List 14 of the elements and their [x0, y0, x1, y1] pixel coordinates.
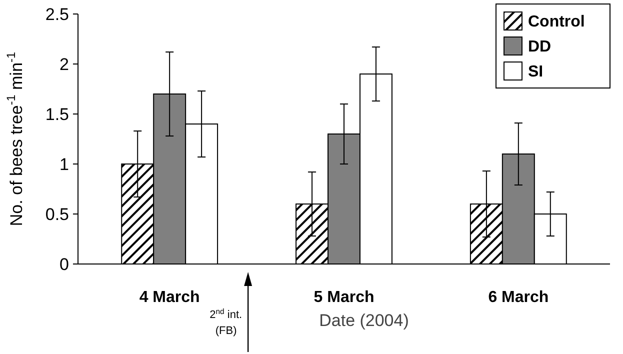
text: 2$^{nd}$ int. (FB)	[210, 306, 242, 337]
x-axis-title: Date (2004)	[319, 311, 409, 330]
y-tick-label: 1.5	[45, 104, 69, 124]
y-tick-label: 2.5	[45, 4, 69, 24]
y-tick-label: 0	[60, 254, 69, 274]
y-tick-label: 0.5	[45, 204, 69, 224]
y-tick-label: 2	[60, 54, 69, 74]
x-tick-label: 5 March	[314, 289, 374, 306]
x-tick-label: 4 March	[139, 289, 200, 306]
x-tick-label: 6 March	[488, 289, 549, 306]
legend-label: DD	[528, 38, 552, 56]
legend-label: Control	[528, 14, 585, 31]
y-tick-label: 1	[60, 154, 69, 174]
legend-label: SI	[528, 64, 544, 81]
